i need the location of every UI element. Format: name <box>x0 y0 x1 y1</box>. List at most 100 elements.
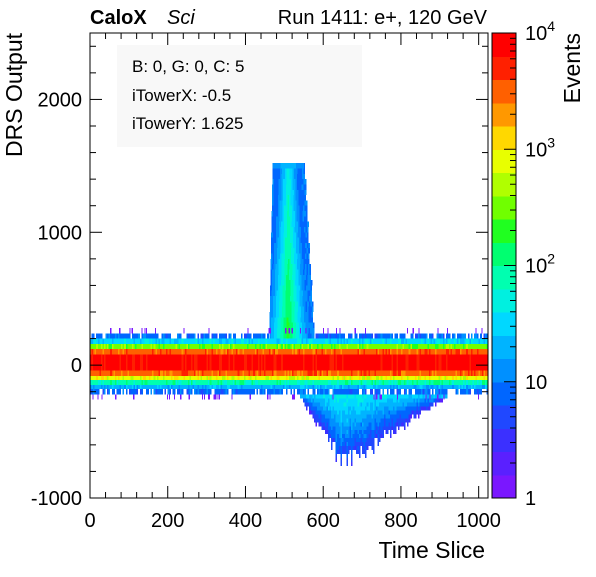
heatmap-cell <box>354 398 356 403</box>
heatmap-cell <box>366 333 369 339</box>
heatmap-cell <box>355 394 358 399</box>
heatmap-cell <box>274 163 276 169</box>
heatmap-cell <box>360 442 363 447</box>
heatmap-cell <box>399 370 401 376</box>
heatmap-cell <box>480 370 482 376</box>
heatmap-cell <box>309 322 312 328</box>
heatmap-cell <box>335 379 338 386</box>
heatmap-cell <box>357 379 359 386</box>
heatmap-cell <box>290 226 292 233</box>
heatmap-cell <box>383 333 386 339</box>
heatmap-cell <box>220 375 223 380</box>
heatmap-cell <box>344 446 347 451</box>
heatmap-cell <box>348 418 350 423</box>
heatmap-cell <box>220 370 223 376</box>
heatmap-cell <box>307 221 309 227</box>
heatmap-cell <box>129 327 131 334</box>
heatmap-cell <box>357 375 359 380</box>
heatmap-cell <box>458 338 461 344</box>
heatmap-cell <box>305 248 307 254</box>
colorbar-swatch <box>492 335 516 359</box>
heatmap-cell <box>281 205 283 212</box>
heatmap-cell <box>296 285 299 291</box>
heatmap-cell <box>453 343 456 350</box>
heatmap-cell <box>277 242 279 249</box>
heatmap-cell <box>363 414 366 419</box>
heatmap-cell <box>343 430 345 435</box>
heatmap-cell <box>308 242 310 249</box>
heatmap-cell <box>111 354 114 371</box>
heatmap-cell <box>144 327 146 334</box>
heatmap-cell <box>296 338 299 344</box>
heatmap-cell <box>484 338 487 344</box>
heatmap-cell <box>299 343 302 350</box>
heatmap-cell <box>332 438 335 443</box>
heatmap-cell <box>279 232 281 238</box>
heatmap-cell <box>225 379 227 386</box>
heatmap-cell <box>346 422 349 427</box>
heatmap-cell <box>279 226 281 233</box>
heatmap-cell <box>358 450 361 455</box>
heatmap-cell <box>338 422 341 427</box>
heatmap-cell <box>470 343 473 350</box>
heatmap-cell <box>386 389 389 395</box>
heatmap-cell <box>186 343 188 350</box>
heatmap-cell <box>357 418 359 423</box>
heatmap-cell <box>139 354 142 371</box>
heatmap-cell <box>306 354 308 371</box>
heatmap-cell <box>150 349 153 355</box>
heatmap-cell <box>422 375 425 380</box>
heatmap-cell <box>343 426 345 431</box>
heatmap-cell <box>308 333 310 339</box>
heatmap-cell <box>183 370 185 376</box>
heatmap-cell <box>289 370 291 376</box>
heatmap-cell <box>229 343 232 350</box>
heatmap-cell <box>117 370 120 376</box>
heatmap-cell <box>296 375 299 380</box>
heatmap-cell <box>116 333 118 339</box>
heatmap-cell <box>271 274 274 281</box>
heatmap-cell <box>324 343 327 350</box>
heatmap-cell <box>383 406 386 411</box>
heatmap-cell <box>195 379 198 386</box>
heatmap-cell <box>438 389 440 395</box>
heatmap-cell <box>259 370 262 376</box>
heatmap-cell <box>362 333 364 339</box>
heatmap-cell <box>197 379 199 386</box>
heatmap-cell <box>399 379 401 386</box>
heatmap-cell <box>323 406 325 411</box>
heatmap-cell <box>385 406 387 411</box>
heatmap-cell <box>139 349 142 355</box>
heatmap-cell <box>296 290 299 297</box>
heatmap-cell <box>215 354 218 371</box>
heatmap-cell <box>113 370 115 376</box>
heatmap-cell <box>296 343 299 350</box>
heatmap-cell <box>280 322 282 328</box>
heatmap-cell <box>321 333 324 339</box>
heatmap-cell <box>307 375 310 380</box>
heatmap-cell <box>198 389 201 395</box>
heatmap-cell <box>397 398 400 403</box>
heatmap-cell <box>357 349 359 355</box>
heatmap-cell <box>122 333 125 339</box>
heatmap-cell <box>425 349 428 355</box>
heatmap-cell <box>432 375 434 380</box>
heatmap-cell <box>300 184 302 190</box>
heatmap-cell <box>256 343 258 350</box>
heatmap-cell <box>94 379 97 386</box>
heatmap-cell <box>346 402 349 407</box>
heatmap-cell <box>477 333 479 339</box>
heatmap-cell <box>130 375 132 380</box>
heatmap-cell <box>284 333 287 339</box>
heatmap-cell <box>379 379 381 386</box>
heatmap-cell <box>368 338 370 344</box>
heatmap-cell <box>285 322 287 328</box>
heatmap-cell <box>442 354 445 371</box>
heatmap-cell <box>388 418 391 423</box>
heatmap-cell <box>390 338 392 344</box>
heatmap-cell <box>155 379 157 386</box>
heatmap-cell <box>159 370 162 376</box>
heatmap-cell <box>282 385 285 390</box>
heatmap-cell <box>362 430 364 435</box>
heatmap-cell <box>447 370 450 376</box>
